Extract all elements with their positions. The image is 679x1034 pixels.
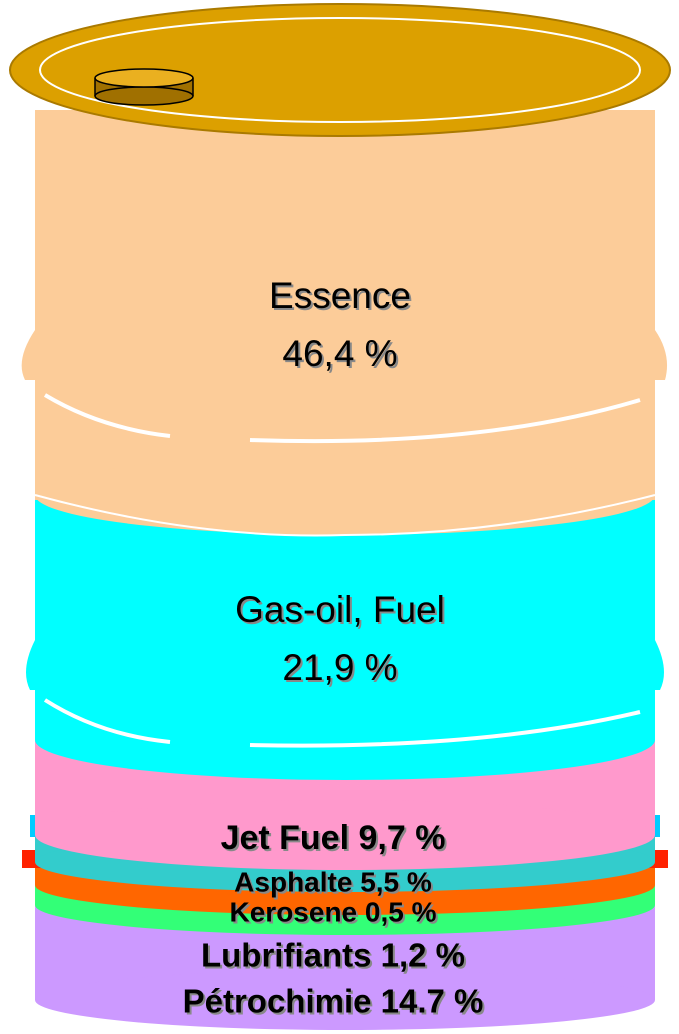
label-shadow: Asphalte 5,5 % <box>236 868 434 899</box>
segment-label: Pétrochimie 14.7 % <box>183 983 484 1020</box>
label-shadow: 21,9 % <box>284 649 399 690</box>
barrel-lid <box>9 3 671 137</box>
segment-label: 46,4 % <box>282 333 397 374</box>
label-shadow: Lubrifiants 1,2 % <box>203 939 467 976</box>
band-essence <box>21 110 668 537</box>
segment-label: Jet Fuel 9,7 % <box>221 819 446 857</box>
label-shadow: Kerosene 0,5 % <box>232 898 439 929</box>
label-shadow: Essence <box>271 277 413 318</box>
label-shadow: 46,4 % <box>284 335 399 376</box>
segment-label: Asphalte 5,5 % <box>234 866 432 897</box>
segment-label: Kerosene 0,5 % <box>230 896 437 927</box>
label-shadow: Jet Fuel 9,7 % <box>223 821 448 859</box>
segment-label: Gas-oil, Fuel <box>235 589 445 630</box>
label-shadow: Pétrochimie 14.7 % <box>185 985 486 1022</box>
segment-label: Essence <box>269 275 411 316</box>
label-shadow: Gas-oil, Fuel <box>237 591 447 632</box>
segment-label: Lubrifiants 1,2 % <box>201 937 465 974</box>
segment-label: 21,9 % <box>282 647 397 688</box>
